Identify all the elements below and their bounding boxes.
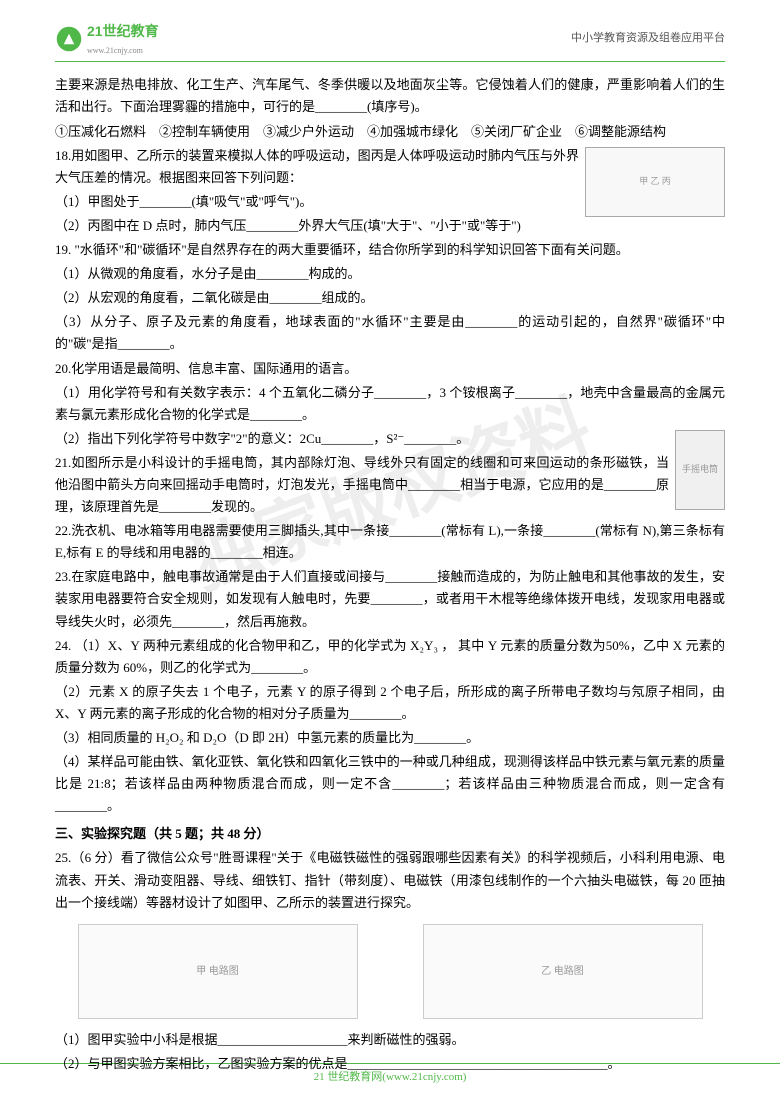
q18-2: （2）丙图中在 D 点时，肺内气压________外界大气压(填"大于"、"小于…	[55, 215, 725, 237]
figure-q25a: 甲 电路图	[78, 924, 358, 1019]
header-right: 中小学教育资源及组卷应用平台	[571, 29, 725, 48]
q25-2: （2）与甲图实验方案相比，乙图实验方案的优点是_________________…	[55, 1053, 725, 1075]
q19: 19. "水循环"和"碳循环"是自然界存在的两大重要循环，结合你所学到的科学知识…	[55, 239, 725, 261]
q24: 24. （1）X、Y 两种元素组成的化合物甲和乙，甲的化学式为 X₂Y₃ ， 其…	[55, 635, 725, 679]
q21: 21.如图所示是小科设计的手摇电筒，其内部除灯泡、导线外只有固定的线圈和可来回运…	[55, 452, 725, 518]
q23: 23.在家庭电路中，触电事故通常是由于人们直接或间接与________接触而造成…	[55, 566, 725, 632]
q24-3: （3）相同质量的 H₂O₂ 和 D₂O（D 即 2H）中氢元素的质量比为____…	[55, 727, 725, 749]
q19-2: （2）从宏观的角度看，二氧化碳是由________组成的。	[55, 287, 725, 309]
q19-1: （1）从微观的角度看，水分子是由________构成的。	[55, 263, 725, 285]
q24-2: （2）元素 X 的原子失去 1 个电子，元素 Y 的原子得到 2 个电子后，所形…	[55, 681, 725, 725]
options-line1: ①压减化石燃料 ②控制车辆使用 ③减少户外运动 ④加强城市绿化 ⑤关闭厂矿企业 …	[55, 121, 725, 143]
q19-3: （3）从分子、原子及元素的角度看，地球表面的"水循环"主要是由________的…	[55, 311, 725, 355]
logo-text: 21世纪教育	[87, 20, 159, 44]
logo-icon	[55, 25, 83, 53]
circuit-figures: 甲 电路图 乙 电路图	[55, 924, 725, 1019]
q20-2: （2）指出下列化学符号中数字"2"的意义：2Cu________，S²⁻____…	[55, 428, 725, 450]
page-header: 21世纪教育 www.21cnjy.com 中小学教育资源及组卷应用平台	[55, 20, 725, 62]
section-3-title: 三、实验探究题（共 5 题；共 48 分）	[55, 823, 725, 845]
figure-q18: 甲 乙 丙	[585, 147, 725, 217]
q20: 20.化学用语是最简明、信息丰富、国际通用的语言。	[55, 358, 725, 380]
q24-4: （4）某样品可能由铁、氧化亚铁、氧化铁和四氧化三铁中的一种或几种组成，现测得该样…	[55, 751, 725, 817]
q25: 25.（6 分）看了微信公众号"胜哥课程"关于《电磁铁磁性的强弱跟哪些因素有关》…	[55, 847, 725, 913]
figure-q25b: 乙 电路图	[423, 924, 703, 1019]
main-content: 主要来源是热电排放、化工生产、汽车尾气、冬季供暖以及地面灰尘等。它侵蚀着人们的健…	[55, 74, 725, 1075]
q22: 22.洗衣机、电冰箱等用电器需要使用三脚插头,其中一条接________(常标有…	[55, 520, 725, 564]
figure-q21: 手摇电筒	[675, 430, 725, 510]
q25-1: （1）图甲实验中小科是根据____________________来判断磁性的强…	[55, 1029, 725, 1051]
q20-1: （1）用化学符号和有关数字表示：4 个五氧化二磷分子________，3 个铵根…	[55, 382, 725, 426]
logo: 21世纪教育 www.21cnjy.com	[55, 20, 159, 57]
intro-text: 主要来源是热电排放、化工生产、汽车尾气、冬季供暖以及地面灰尘等。它侵蚀着人们的健…	[55, 74, 725, 118]
logo-sub: www.21cnjy.com	[87, 44, 159, 58]
